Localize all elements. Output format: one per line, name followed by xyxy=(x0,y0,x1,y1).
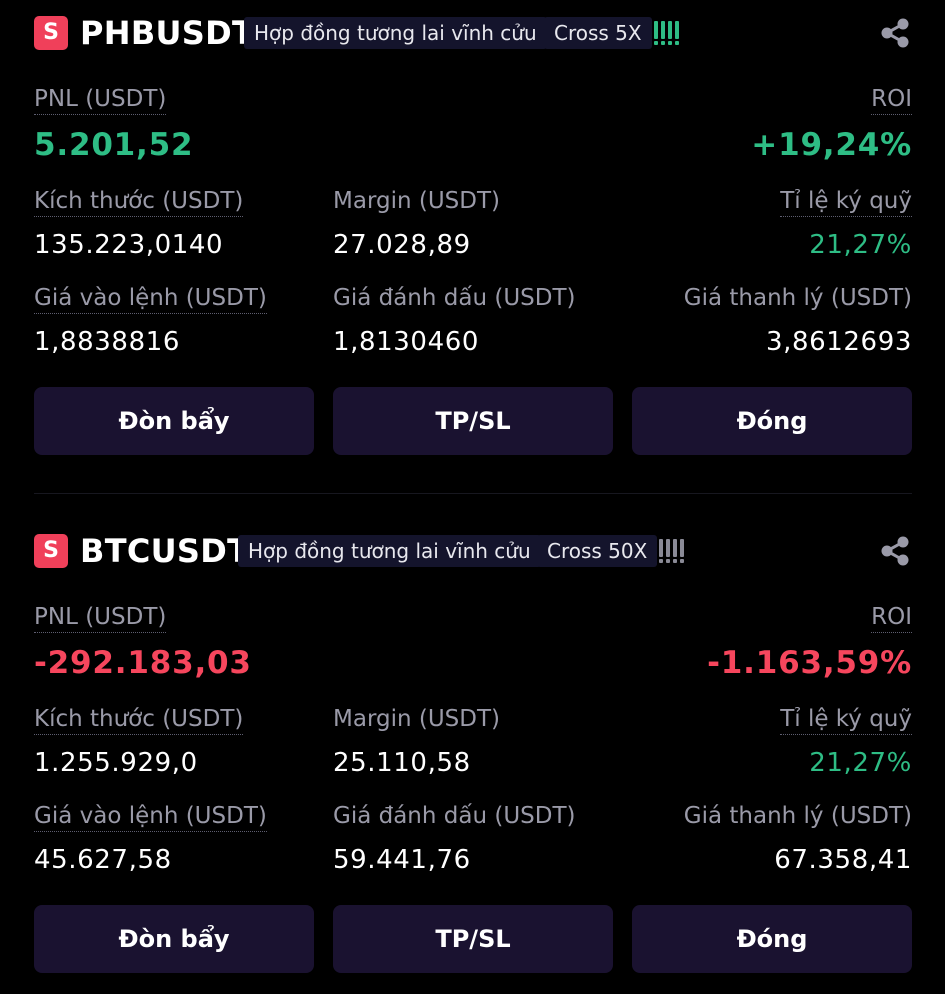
close-position-button[interactable]: Đóng xyxy=(632,905,912,973)
risk-bars-icon xyxy=(659,537,689,563)
entry-price-value: 45.627,58 xyxy=(34,845,172,875)
pnl-value: 5.201,52 xyxy=(34,127,194,163)
margin-label: Margin (USDT) xyxy=(333,188,501,214)
margin-value: 27.028,89 xyxy=(333,230,471,260)
entry-price-label: Giá vào lệnh (USDT) xyxy=(34,801,267,832)
margin-ratio-value: 21,27% xyxy=(809,230,912,260)
position-header: S PHBUSDT Hợp đồng tương lai vĩnh cửu Cr… xyxy=(34,14,912,52)
margin-label: Margin (USDT) xyxy=(333,706,501,732)
card-divider xyxy=(34,493,912,494)
margin-mode-tag[interactable]: Cross 5X xyxy=(544,17,652,49)
contract-type-tag: Hợp đồng tương lai vĩnh cửu xyxy=(238,535,541,567)
liquidation-price-value: 3,8612693 xyxy=(765,327,912,357)
pnl-label: PNL (USDT) xyxy=(34,84,167,115)
symbol-name[interactable]: PHBUSDT xyxy=(80,14,255,52)
pnl-value: -292.183,03 xyxy=(34,645,252,681)
entry-price-label: Giá vào lệnh (USDT) xyxy=(34,283,267,314)
size-label: Kích thước (USDT) xyxy=(34,186,244,217)
leverage-button[interactable]: Đòn bẩy xyxy=(34,905,314,973)
close-position-button[interactable]: Đóng xyxy=(632,387,912,455)
strategy-badge: S xyxy=(34,16,68,50)
size-value: 1.255.929,0 xyxy=(34,748,198,778)
leverage-button[interactable]: Đòn bẩy xyxy=(34,387,314,455)
mark-price-value: 59.441,76 xyxy=(333,845,471,875)
liquidation-price-label: Giá thanh lý (USDT) xyxy=(683,285,912,311)
mark-price-value: 1,8130460 xyxy=(333,327,480,357)
mark-price-label: Giá đánh dấu (USDT) xyxy=(333,803,576,829)
liquidation-price-label: Giá thanh lý (USDT) xyxy=(683,803,912,829)
symbol-name[interactable]: BTCUSDT xyxy=(80,532,250,570)
size-label: Kích thước (USDT) xyxy=(34,704,244,735)
margin-ratio-label: Tỉ lệ ký quỹ xyxy=(780,186,912,217)
margin-ratio-value: 21,27% xyxy=(809,748,912,778)
pnl-label: PNL (USDT) xyxy=(34,602,167,633)
roi-label: ROI xyxy=(871,84,912,115)
share-icon[interactable] xyxy=(878,16,912,50)
margin-value: 25.110,58 xyxy=(333,748,471,778)
tpsl-button[interactable]: TP/SL xyxy=(333,387,613,455)
position-header: S BTCUSDT Hợp đồng tương lai vĩnh cửu Cr… xyxy=(34,532,912,570)
size-value: 135.223,0140 xyxy=(34,230,224,260)
entry-price-value: 1,8838816 xyxy=(34,327,181,357)
roi-value: -1.163,59% xyxy=(707,645,912,681)
tpsl-button[interactable]: TP/SL xyxy=(333,905,613,973)
roi-label: ROI xyxy=(871,602,912,633)
strategy-badge: S xyxy=(34,534,68,568)
margin-ratio-label: Tỉ lệ ký quỹ xyxy=(780,704,912,735)
risk-bars-icon xyxy=(654,19,684,45)
mark-price-label: Giá đánh dấu (USDT) xyxy=(333,285,576,311)
roi-value: +19,24% xyxy=(751,127,912,163)
share-icon[interactable] xyxy=(878,534,912,568)
margin-mode-tag[interactable]: Cross 50X xyxy=(537,535,658,567)
contract-type-tag: Hợp đồng tương lai vĩnh cửu xyxy=(244,17,547,49)
liquidation-price-value: 67.358,41 xyxy=(774,845,912,875)
